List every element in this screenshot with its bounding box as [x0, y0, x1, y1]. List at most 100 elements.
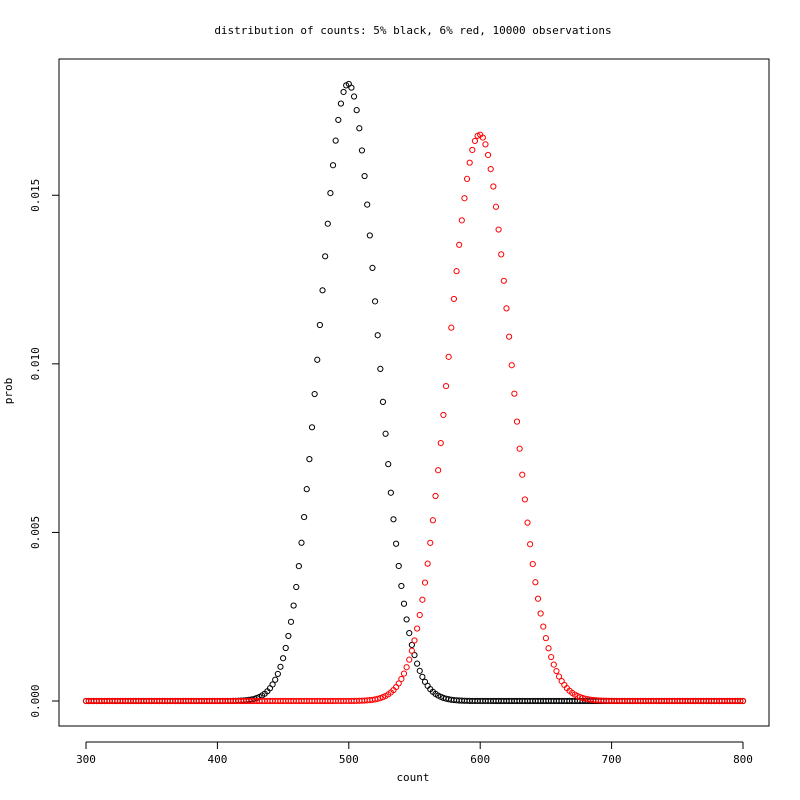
data-point — [484, 151, 492, 159]
data-point — [377, 694, 384, 702]
data-point — [411, 637, 418, 644]
data-point — [400, 670, 408, 677]
data-point — [314, 356, 321, 363]
data-point — [329, 162, 337, 169]
data-point — [382, 430, 389, 437]
data-point — [545, 645, 552, 652]
y-tick-label: 0.010 — [29, 347, 42, 380]
x-axis-label: count — [396, 771, 429, 784]
data-point — [335, 116, 342, 124]
data-point — [406, 656, 413, 663]
data-point — [411, 651, 418, 659]
data-point — [527, 541, 534, 548]
data-point — [437, 440, 444, 447]
x-tick-label: 300 — [76, 753, 96, 766]
data-point — [419, 673, 426, 680]
chart-title: distribution of counts: 5% black, 6% red… — [214, 24, 611, 37]
data-point — [366, 232, 373, 239]
series-2 — [82, 131, 747, 705]
data-point — [498, 251, 505, 258]
data-point — [287, 618, 295, 625]
data-point — [508, 362, 515, 369]
data-point — [524, 519, 531, 526]
data-point — [274, 670, 281, 678]
data-point — [324, 220, 331, 227]
data-point — [398, 582, 405, 590]
data-point — [395, 562, 402, 570]
data-point — [458, 217, 465, 224]
y-tick-label: 0.000 — [29, 684, 42, 717]
data-point — [306, 456, 313, 463]
data-point — [529, 561, 536, 568]
data-point — [461, 195, 468, 202]
data-point — [301, 513, 308, 521]
data-point — [414, 660, 421, 667]
y-axis-label: prob — [2, 378, 15, 405]
data-point — [553, 667, 560, 675]
data-point — [290, 602, 297, 609]
x-tick-label: 400 — [207, 753, 227, 766]
x-axis: 300 400 500 600 700 800 — [76, 741, 753, 766]
data-point — [550, 661, 557, 668]
data-point — [421, 579, 429, 586]
data-point — [280, 655, 287, 662]
data-point — [308, 424, 316, 431]
data-point — [540, 623, 547, 630]
data-point — [487, 166, 494, 173]
data-point — [532, 579, 539, 586]
data-point — [513, 418, 521, 425]
data-point — [448, 324, 455, 331]
data-point — [442, 382, 450, 390]
data-point — [298, 539, 305, 546]
data-point — [319, 287, 326, 294]
data-point — [350, 93, 358, 100]
data-point — [364, 201, 371, 208]
data-point — [492, 203, 500, 210]
data-point — [500, 277, 507, 284]
data-point — [295, 562, 302, 570]
data-point — [332, 137, 339, 144]
data-point — [479, 134, 486, 141]
data-point — [440, 411, 447, 419]
data-point — [469, 146, 476, 154]
y-tick-label: 0.015 — [29, 179, 42, 212]
data-point — [269, 681, 276, 688]
data-point — [353, 107, 360, 114]
data-point — [403, 664, 410, 671]
data-point — [408, 641, 415, 649]
data-point — [521, 496, 528, 503]
data-point — [387, 489, 394, 496]
x-tick-label: 800 — [733, 753, 753, 766]
data-point — [414, 625, 421, 632]
data-point — [466, 159, 473, 166]
data-point — [542, 635, 550, 642]
data-point — [293, 583, 300, 591]
data-point — [327, 190, 334, 197]
x-tick-label: 600 — [470, 753, 490, 766]
x-tick-label: 500 — [339, 753, 359, 766]
data-point — [548, 653, 555, 661]
data-point — [416, 667, 423, 674]
data-point — [356, 125, 363, 132]
data-point — [739, 697, 747, 705]
data-point — [456, 241, 463, 248]
data-point — [737, 697, 744, 705]
data-point — [463, 175, 471, 182]
data-point — [408, 647, 415, 654]
data-point — [506, 333, 513, 340]
data-point — [419, 596, 426, 603]
data-point — [495, 226, 502, 233]
data-point — [377, 365, 384, 372]
data-point — [555, 673, 563, 680]
data-point — [374, 332, 381, 339]
data-point — [490, 183, 497, 190]
series-1 — [82, 80, 747, 705]
data-point — [369, 264, 376, 271]
data-point — [272, 676, 279, 683]
data-point — [390, 516, 397, 523]
data-point — [393, 540, 400, 547]
data-point — [311, 390, 318, 398]
data-point — [429, 517, 436, 524]
plot-frame — [58, 58, 770, 727]
